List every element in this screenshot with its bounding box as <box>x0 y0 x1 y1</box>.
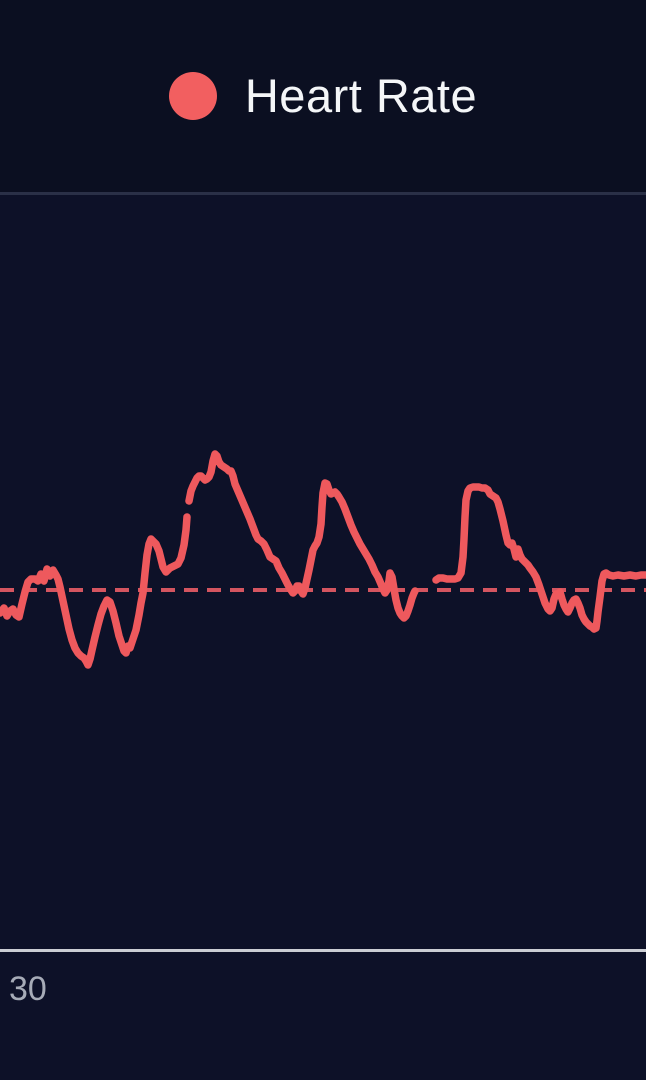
chart-plot-area[interactable] <box>0 195 646 950</box>
x-axis: 30 <box>0 949 646 1080</box>
heart-rate-legend-dot-icon <box>168 72 217 120</box>
heart-rate-chart-svg <box>0 450 646 669</box>
chart-header: Heart Rate <box>0 0 646 196</box>
legend-label: Heart Rate <box>244 69 478 122</box>
heart-rate-line-segment <box>185 450 419 622</box>
heart-rate-line-segment <box>0 513 191 669</box>
x-axis-tick-label: 30 <box>9 970 47 1009</box>
heart-rate-line-segment <box>432 483 646 633</box>
heart-rate-legend: Heart Rate <box>168 69 478 122</box>
